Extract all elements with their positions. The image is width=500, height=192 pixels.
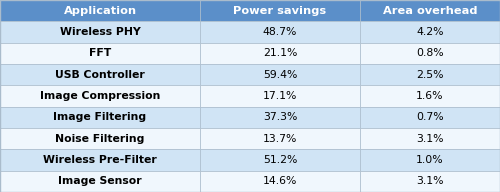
Bar	[360, 128, 500, 149]
Text: Wireless PHY: Wireless PHY	[60, 27, 140, 37]
Text: Wireless Pre-Filter: Wireless Pre-Filter	[43, 155, 157, 165]
Text: 3.1%: 3.1%	[416, 176, 444, 186]
Bar	[0, 107, 200, 128]
Bar	[0, 43, 200, 64]
Bar	[360, 64, 500, 85]
Bar	[200, 0, 360, 21]
Bar	[200, 128, 360, 149]
Text: Image Sensor: Image Sensor	[58, 176, 142, 186]
Text: Power savings: Power savings	[234, 6, 326, 16]
Text: Noise Filtering: Noise Filtering	[56, 134, 144, 144]
Bar	[360, 171, 500, 192]
Bar	[360, 149, 500, 171]
Bar	[0, 149, 200, 171]
Bar	[200, 149, 360, 171]
Bar	[0, 21, 200, 43]
Bar	[200, 171, 360, 192]
Text: 37.3%: 37.3%	[263, 112, 297, 122]
Bar	[0, 0, 200, 21]
Bar	[360, 43, 500, 64]
Text: Image Filtering: Image Filtering	[54, 112, 146, 122]
Text: 59.4%: 59.4%	[263, 70, 297, 80]
Bar	[200, 64, 360, 85]
Bar	[200, 107, 360, 128]
Text: 13.7%: 13.7%	[263, 134, 297, 144]
Text: 3.1%: 3.1%	[416, 134, 444, 144]
Bar	[0, 171, 200, 192]
Text: 0.7%: 0.7%	[416, 112, 444, 122]
Text: 2.5%: 2.5%	[416, 70, 444, 80]
Bar	[0, 128, 200, 149]
Bar	[200, 21, 360, 43]
Text: Image Compression: Image Compression	[40, 91, 160, 101]
Bar	[200, 43, 360, 64]
Text: Application: Application	[64, 6, 136, 16]
Bar	[0, 64, 200, 85]
Bar	[0, 85, 200, 107]
Text: 48.7%: 48.7%	[263, 27, 297, 37]
Bar	[360, 0, 500, 21]
Text: 0.8%: 0.8%	[416, 48, 444, 58]
Bar	[360, 107, 500, 128]
Bar	[360, 85, 500, 107]
Text: 51.2%: 51.2%	[263, 155, 297, 165]
Text: 17.1%: 17.1%	[263, 91, 297, 101]
Bar	[200, 85, 360, 107]
Text: USB Controller: USB Controller	[55, 70, 145, 80]
Bar	[360, 21, 500, 43]
Text: 1.0%: 1.0%	[416, 155, 444, 165]
Text: FFT: FFT	[89, 48, 111, 58]
Text: 21.1%: 21.1%	[263, 48, 297, 58]
Text: 1.6%: 1.6%	[416, 91, 444, 101]
Text: 14.6%: 14.6%	[263, 176, 297, 186]
Text: Area overhead: Area overhead	[383, 6, 477, 16]
Text: 4.2%: 4.2%	[416, 27, 444, 37]
